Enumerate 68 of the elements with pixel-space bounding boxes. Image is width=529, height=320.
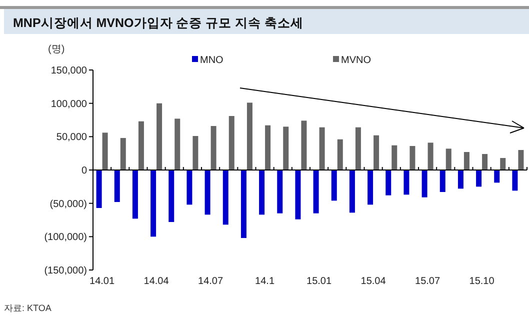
bar: [102, 132, 108, 170]
bar: [476, 170, 482, 187]
bar: [349, 170, 355, 213]
bar: [156, 103, 162, 170]
y-tick-label: 50,000: [56, 132, 88, 144]
bar: [150, 170, 156, 237]
x-tick-label: 15.01: [306, 276, 332, 287]
bar: [386, 170, 392, 196]
bar: [392, 145, 398, 170]
bar: [186, 170, 192, 205]
x-tick-label: 15.04: [360, 276, 386, 287]
y-tick-label: 100,000: [50, 98, 88, 110]
bar: [283, 126, 289, 170]
bar: [295, 170, 301, 220]
x-tick-label: 14.01: [90, 276, 115, 287]
bar: [337, 139, 343, 170]
bar: [259, 170, 265, 215]
bar: [500, 158, 506, 170]
x-tick-label: 15.10: [469, 276, 495, 287]
text: 자료: KTOA: [4, 303, 52, 313]
bar: [404, 170, 410, 195]
bar: [277, 170, 283, 214]
bar: [192, 136, 198, 170]
bar: [319, 127, 325, 170]
bar: [422, 170, 428, 198]
bar: [368, 170, 374, 205]
bar: [410, 146, 416, 170]
y-axis-title: (명): [48, 44, 65, 55]
x-tick-label: 15.07: [415, 276, 440, 287]
y-tick-label: (50,000): [50, 198, 87, 210]
bar: [246, 102, 252, 170]
y-tick-label: (100,000): [44, 232, 87, 244]
bar: [313, 170, 319, 214]
bar: [518, 150, 524, 170]
bar: [464, 152, 470, 170]
bar: [440, 170, 446, 192]
bar: [482, 154, 488, 170]
y-tick-label: 150,000: [50, 66, 88, 76]
x-tick-label: 14.07: [198, 276, 224, 287]
bar: [120, 138, 126, 170]
bar: [265, 125, 271, 170]
bar: [210, 126, 216, 170]
legend-label: MVNO: [341, 55, 372, 66]
y-tick-label: (150,000): [44, 266, 87, 276]
bar: [228, 116, 234, 170]
bar: [138, 121, 144, 170]
bar: [301, 120, 307, 170]
bar: [355, 127, 361, 170]
bar: [428, 142, 434, 170]
bar: [446, 148, 452, 170]
bar: [374, 135, 380, 170]
y-tick-label: 0: [81, 166, 88, 176]
bar: [240, 170, 246, 238]
bar: [96, 170, 102, 208]
x-tick-label: 14.1: [255, 276, 275, 287]
bar: [132, 170, 138, 219]
bar: [222, 170, 228, 225]
legend-label: MNO: [200, 55, 224, 66]
x-tick-label: 14.04: [144, 276, 170, 287]
bar: [512, 170, 518, 191]
bar: [494, 170, 500, 183]
bar: [174, 118, 180, 170]
bar: [114, 170, 120, 202]
chart-title: MNP시장에서 MVNO가입자 순증 규모 지속 축소세: [13, 16, 304, 30]
bar: [331, 170, 337, 201]
bar: [204, 170, 210, 215]
bar: [168, 170, 174, 222]
bar: [458, 170, 464, 189]
